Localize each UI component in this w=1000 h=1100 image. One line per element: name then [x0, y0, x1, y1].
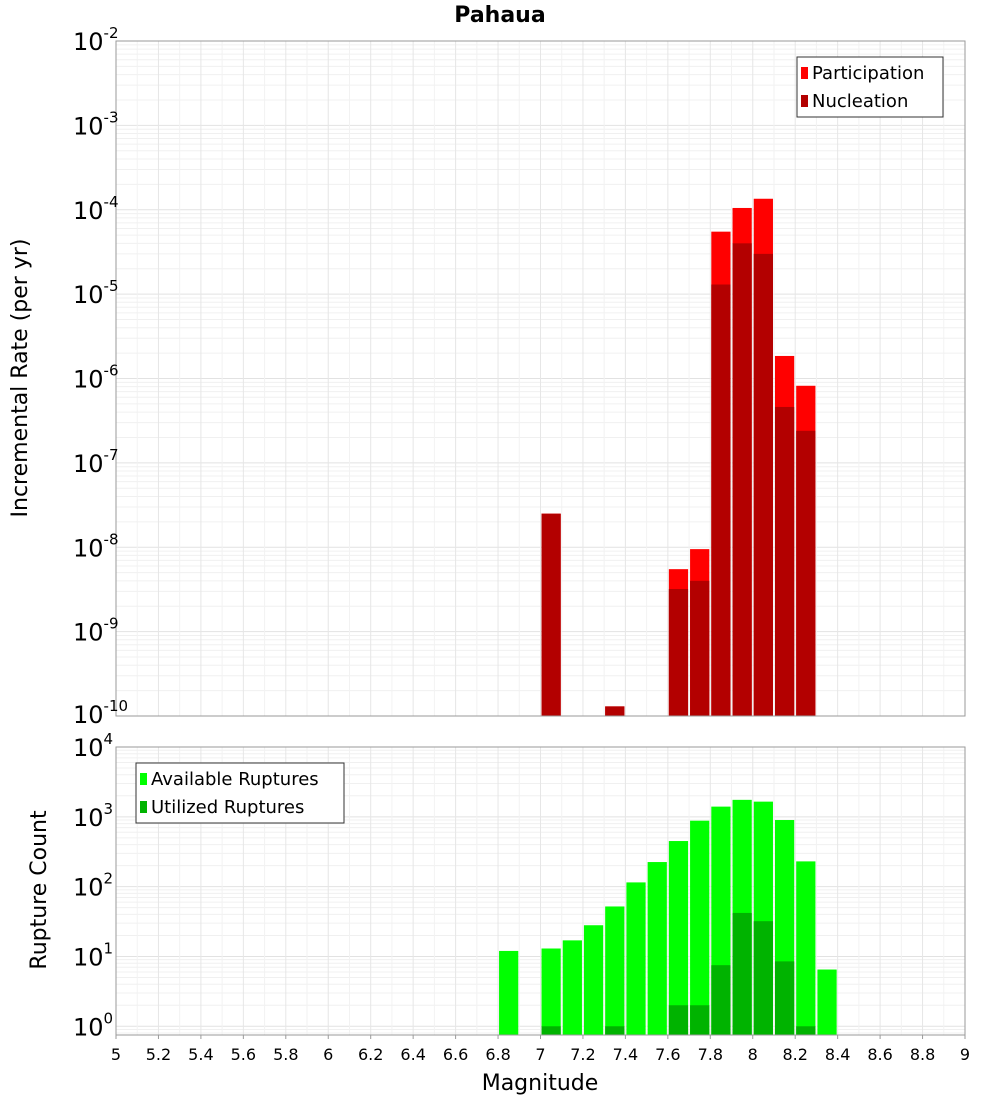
y-tick-label: 10-7 [73, 446, 119, 478]
x-tick-label: 5 [111, 1045, 121, 1064]
y-tick-label: 102 [73, 870, 113, 902]
x-axis-label: Magnitude [482, 1071, 599, 1096]
legend-box [135, 762, 345, 824]
legend-swatch [801, 67, 808, 79]
x-tick-label: 7.4 [613, 1045, 638, 1064]
plot-frame [115, 40, 966, 717]
y-tick-label: 10-4 [73, 193, 119, 225]
bar-available-ruptures [583, 925, 604, 1035]
bar-utilized-ruptures [774, 961, 795, 1035]
y-tick-label: 100 [73, 1009, 113, 1041]
x-tick-label: 6 [323, 1045, 333, 1064]
bar-nucleation [732, 243, 752, 717]
legend-box [796, 56, 944, 118]
bar-utilized-ruptures [796, 1026, 816, 1035]
bar-available-ruptures [817, 969, 837, 1035]
y-tick-label: 10-3 [73, 108, 119, 140]
x-tick-label: 5.8 [273, 1045, 298, 1064]
bar-available-ruptures [626, 882, 646, 1035]
y-tick-label: 104 [73, 730, 113, 762]
x-tick-label: 7 [535, 1045, 545, 1064]
bar-utilized-ruptures [541, 1026, 561, 1035]
legend-label: Available Ruptures [151, 769, 319, 790]
bar-nucleation [605, 706, 625, 716]
x-tick-label: 6.4 [400, 1045, 425, 1064]
bar-utilized-ruptures [732, 912, 752, 1035]
legend-swatch [140, 801, 147, 813]
bottom-y-axis-label: Rupture Count [27, 810, 52, 970]
x-tick-label: 6.6 [443, 1045, 468, 1064]
bar-available-ruptures [562, 940, 582, 1035]
y-tick-label: 10-10 [73, 697, 128, 729]
x-tick-label: 5.2 [146, 1045, 171, 1064]
y-tick-label: 10-9 [73, 615, 119, 647]
x-tick-label: 6.2 [358, 1045, 383, 1064]
bar-available-ruptures [690, 820, 710, 1035]
bar-nucleation [668, 589, 689, 716]
y-tick-label: 103 [73, 800, 113, 832]
x-tick-label: 8.8 [910, 1045, 935, 1064]
bar-nucleation [541, 513, 561, 716]
legend-label: Utilized Ruptures [151, 797, 304, 818]
y-tick-label: 10-5 [73, 277, 119, 309]
bar-nucleation [796, 430, 816, 716]
x-tick-label: 8 [748, 1045, 758, 1064]
legend-label: Participation [812, 63, 924, 84]
bar-available-ruptures [668, 841, 689, 1035]
participation-nucleation-plot: 10-2 10-3 10-4 10-5 10-6 10-7 10-8 10-9 10-10 Par… [73, 24, 966, 729]
bar-nucleation [774, 406, 795, 716]
bar-available-ruptures [796, 861, 816, 1035]
top-y-axis-label: Incremental Rate (per yr) [8, 239, 33, 518]
bar-utilized-ruptures [690, 1005, 710, 1035]
x-tick-label: 7.8 [698, 1045, 723, 1064]
x-tick-label: 8.4 [825, 1045, 850, 1064]
x-tick-label: 5.6 [231, 1045, 256, 1064]
bar-utilized-ruptures [753, 921, 773, 1035]
bar-available-ruptures [647, 862, 667, 1035]
bar-nucleation [711, 284, 731, 716]
x-tick-label: 7.2 [570, 1045, 595, 1064]
x-tick-label: 8.6 [867, 1045, 892, 1064]
legend-label: Nucleation [812, 91, 908, 112]
bar-nucleation [690, 580, 710, 716]
y-tick-label: 101 [73, 939, 113, 971]
x-tick-label: 5.4 [188, 1045, 213, 1064]
y-tick-label: 10-6 [73, 362, 119, 394]
bar-utilized-ruptures [668, 1005, 689, 1035]
x-tick-label: 9 [960, 1045, 970, 1064]
bar-utilized-ruptures [711, 965, 731, 1035]
bar-nucleation [753, 253, 773, 716]
bar-utilized-ruptures [605, 1026, 625, 1035]
chart-title: Pahaua [454, 3, 545, 28]
x-tick-label: 8.2 [782, 1045, 807, 1064]
bar-available-ruptures [541, 948, 561, 1035]
legend-swatch [140, 773, 147, 785]
x-tick-label: 6.8 [485, 1045, 510, 1064]
y-tick-label: 10-2 [73, 24, 119, 56]
rupture-count-plot: 104 103 102 101 100 5 5.2 5.4 5.6 5.8 6 6.2 6.4 6.6 6.… [73, 730, 970, 1064]
legend-swatch [801, 95, 808, 107]
bar-available-ruptures [605, 906, 625, 1035]
y-tick-label: 10-8 [73, 530, 119, 562]
bar-available-ruptures [499, 950, 519, 1035]
x-tick-label: 7.6 [655, 1045, 680, 1064]
